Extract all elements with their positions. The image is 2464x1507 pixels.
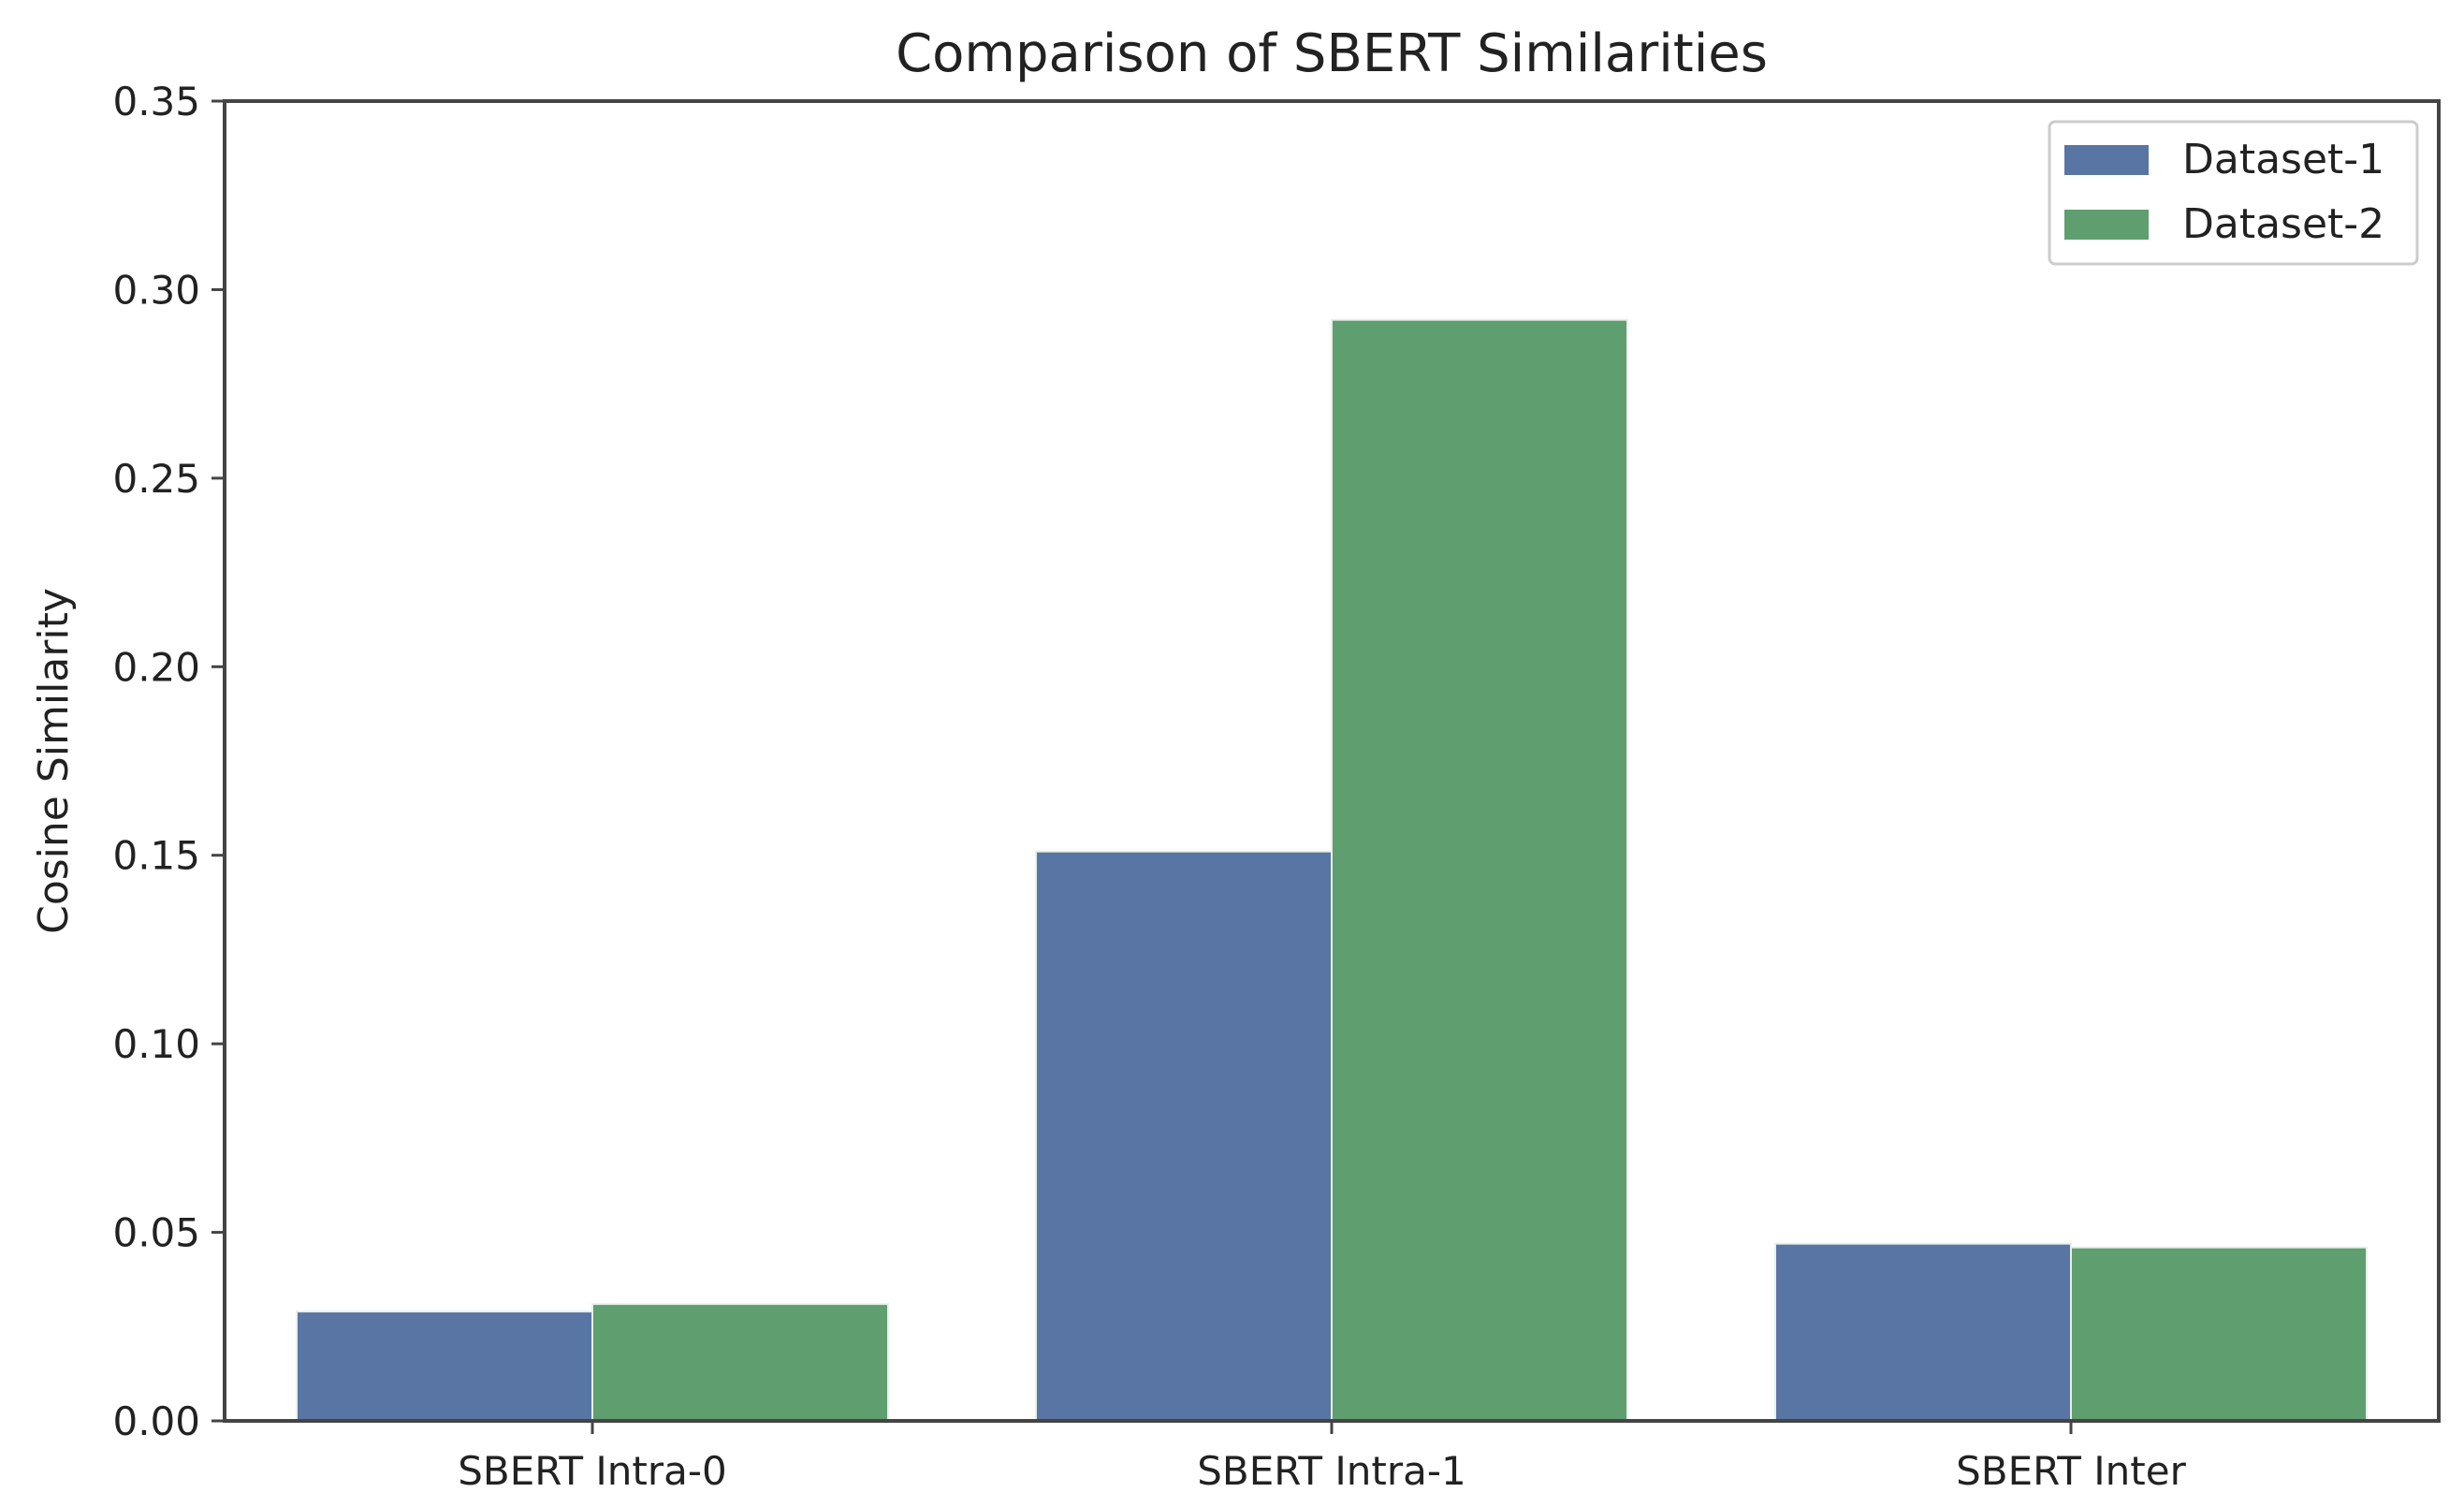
- legend-swatch-dataset-1: [2064, 145, 2149, 175]
- bar-dataset-2-sbert-inter: [2070, 1246, 2368, 1422]
- bar-dataset-1-sbert-intra-1: [1035, 850, 1333, 1422]
- y-tick-label: 0.35: [112, 79, 200, 124]
- y-tick-label: 0.00: [112, 1398, 200, 1444]
- bars-layer: [296, 318, 2368, 1423]
- legend-label-dataset-2: Dataset-2: [2182, 200, 2384, 248]
- y-tick-label: 0.05: [112, 1210, 200, 1256]
- bar-dataset-2-sbert-intra-1: [1331, 318, 1628, 1423]
- x-tick-label: SBERT Inter: [1956, 1448, 2186, 1494]
- y-tick-label: 0.10: [112, 1021, 200, 1067]
- y-axis: 0.00 0.05 0.10 0.15 0.20 0.25 0.30 0.35: [112, 79, 225, 1444]
- legend: Dataset-1 Dataset-2: [2048, 120, 2419, 266]
- y-tick-label: 0.25: [112, 456, 200, 502]
- plot-frame: [223, 99, 2441, 1423]
- bar-dataset-1-sbert-inter: [1774, 1242, 2072, 1422]
- legend-swatch-dataset-2: [2064, 210, 2149, 240]
- x-tick-label: SBERT Intra-0: [458, 1448, 727, 1494]
- bar-dataset-2-sbert-intra-0: [591, 1303, 889, 1422]
- chart-title: Comparison of SBERT Similarities: [896, 23, 1768, 84]
- y-tick-label: 0.15: [112, 833, 200, 879]
- y-tick-label: 0.30: [112, 267, 200, 313]
- x-tick-label: SBERT Intra-1: [1197, 1448, 1466, 1494]
- x-axis: SBERT Intra-0 SBERT Intra-1 SBERT Inter: [458, 1421, 2187, 1494]
- y-axis-label: Cosine Similarity: [30, 588, 78, 934]
- legend-label-dataset-1: Dataset-1: [2182, 136, 2384, 183]
- y-tick-label: 0.20: [112, 644, 200, 690]
- bar-dataset-1-sbert-intra-0: [296, 1310, 593, 1422]
